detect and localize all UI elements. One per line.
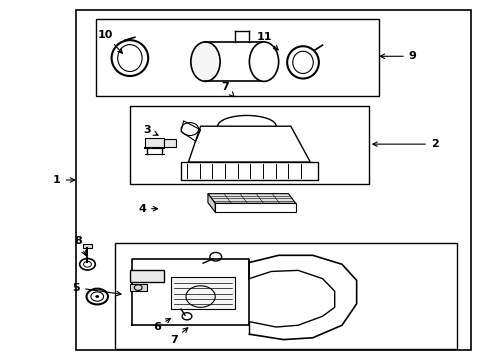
Bar [144, 138, 163, 148]
Ellipse shape [190, 42, 220, 81]
Polygon shape [215, 203, 295, 212]
Polygon shape [130, 270, 163, 282]
Circle shape [96, 296, 99, 298]
Bar [130, 107, 368, 184]
Bar [76, 10, 470, 350]
Polygon shape [207, 194, 215, 212]
Text: 5: 5 [72, 283, 121, 296]
Bar [171, 277, 234, 309]
Bar [82, 244, 92, 248]
Bar [96, 19, 378, 96]
Bar [163, 139, 176, 147]
Bar [181, 162, 317, 180]
Text: 8: 8 [75, 236, 85, 255]
Ellipse shape [249, 42, 278, 81]
Bar [135, 273, 159, 280]
Text: 9: 9 [379, 51, 416, 61]
Text: 10: 10 [98, 30, 122, 53]
Text: 6: 6 [152, 318, 170, 332]
Text: 2: 2 [372, 139, 438, 149]
Polygon shape [130, 284, 147, 291]
Text: 7: 7 [169, 328, 187, 345]
Text: 11: 11 [256, 32, 278, 50]
Polygon shape [207, 194, 295, 203]
Bar [115, 243, 456, 348]
Text: 4: 4 [138, 204, 157, 214]
Text: 3: 3 [143, 125, 158, 135]
Text: 7: 7 [221, 82, 233, 97]
Text: 1: 1 [53, 175, 75, 185]
